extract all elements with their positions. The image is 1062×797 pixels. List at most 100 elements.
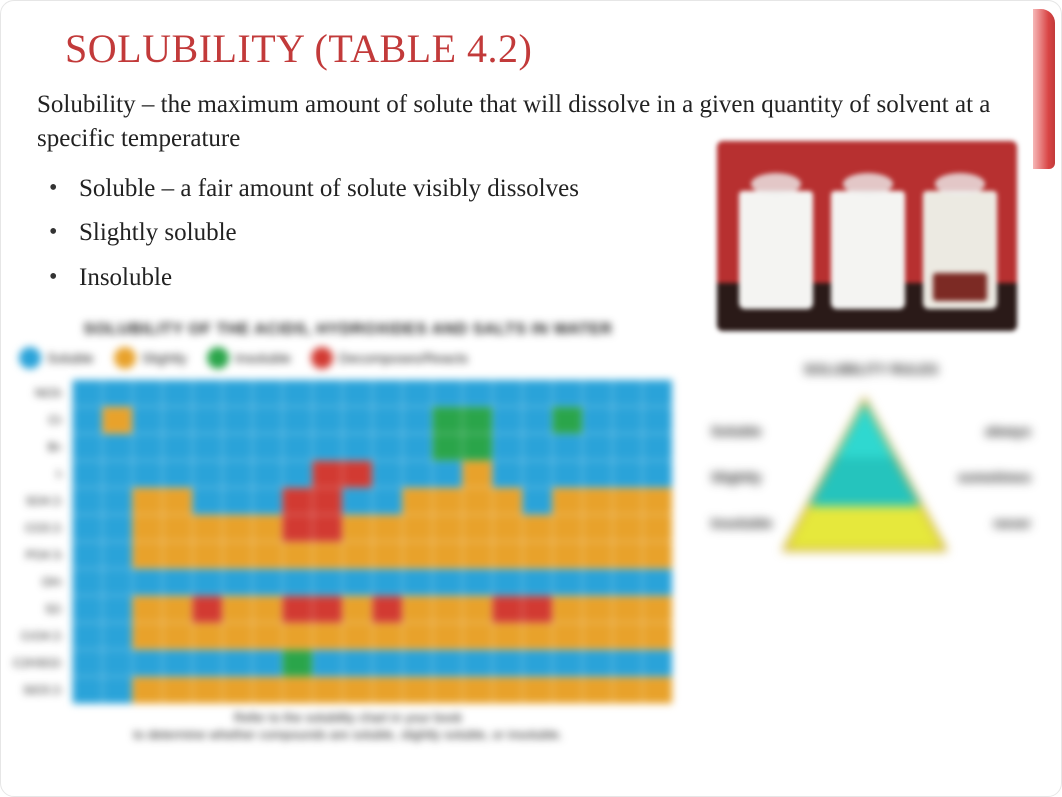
- chart-cell: [492, 434, 522, 461]
- chart-footer-line: Refer to the solubility chart in your bo…: [13, 710, 683, 727]
- chart-cell: [642, 596, 672, 623]
- chart-cell: [522, 407, 552, 434]
- page-title: SOLUBILITY (TABLE 4.2): [65, 25, 1025, 72]
- chart-cell: [72, 542, 102, 569]
- chart-cell: [492, 461, 522, 488]
- chart-cell: [342, 407, 372, 434]
- chart-cell: [312, 623, 342, 650]
- chart-cell: [612, 596, 642, 623]
- chart-cell: [132, 434, 162, 461]
- chart-cell: [312, 380, 342, 407]
- chart-cell: [192, 650, 222, 677]
- chart-cell: [612, 461, 642, 488]
- chart-cell: [402, 542, 432, 569]
- chart-cell: [162, 677, 192, 704]
- chart-cell: [432, 515, 462, 542]
- chart-cell: [492, 623, 522, 650]
- chart-cell: [522, 434, 552, 461]
- chart-cell: [312, 407, 342, 434]
- chart-cell: [462, 623, 492, 650]
- chart-cell: [222, 650, 252, 677]
- chart-cell: [192, 623, 222, 650]
- chart-cell: [282, 488, 312, 515]
- chart-cell: [342, 569, 372, 596]
- chart-cell: [552, 650, 582, 677]
- chart-cell: [342, 623, 372, 650]
- chart-grid: [72, 379, 673, 704]
- chart-cell: [282, 407, 312, 434]
- legend-dot: [311, 347, 333, 369]
- chart-cell: [372, 677, 402, 704]
- chart-cell: [282, 569, 312, 596]
- chart-cell: [462, 569, 492, 596]
- chart-cell: [642, 623, 672, 650]
- chart-cell: [552, 380, 582, 407]
- chart-cell: [402, 461, 432, 488]
- legend-item: Insoluble: [207, 347, 291, 369]
- chart-cell: [492, 407, 522, 434]
- chart-cell: [312, 596, 342, 623]
- chart-cell: [192, 407, 222, 434]
- chart-cell: [342, 677, 372, 704]
- chart-cell: [252, 407, 282, 434]
- chart-cell: [132, 515, 162, 542]
- chart-cell: [522, 380, 552, 407]
- chart-cell: [462, 380, 492, 407]
- chart-cell: [462, 461, 492, 488]
- chart-cell: [552, 488, 582, 515]
- pyramid-band-mid: [807, 458, 924, 507]
- chart-cell: [192, 461, 222, 488]
- row-label: PO4 3-: [13, 541, 68, 568]
- chart-cell: [492, 596, 522, 623]
- beaker-2: [831, 191, 905, 309]
- chart-cell: [462, 650, 492, 677]
- chart-cell: [552, 434, 582, 461]
- chart-cell: [252, 461, 282, 488]
- chart-cell: [282, 623, 312, 650]
- pyramid-right-labels: always sometimes never: [958, 423, 1031, 531]
- chart-cell: [312, 542, 342, 569]
- chart-cell: [72, 461, 102, 488]
- chart-cell: [72, 623, 102, 650]
- beaker-3: [923, 191, 997, 309]
- chart-cell: [522, 623, 552, 650]
- legend-label: Decomposes/Reacts: [339, 350, 468, 366]
- chart-cell: [612, 515, 642, 542]
- pyramid-label: never: [958, 515, 1031, 531]
- photo-background: [717, 141, 1017, 331]
- chart-cell: [342, 542, 372, 569]
- pyramid-svg: [782, 387, 947, 567]
- chart-cell: [162, 623, 192, 650]
- chart-cell: [642, 515, 672, 542]
- chart-cell: [522, 515, 552, 542]
- chart-cell: [402, 677, 432, 704]
- chart-cell: [492, 569, 522, 596]
- chart-cell: [252, 677, 282, 704]
- chart-cell: [72, 380, 102, 407]
- chart-cell: [402, 380, 432, 407]
- chart-cell: [252, 542, 282, 569]
- chart-cell: [432, 488, 462, 515]
- chart-cell: [432, 434, 462, 461]
- chart-cell: [372, 407, 402, 434]
- chart-cell: [522, 461, 552, 488]
- chart-cell: [522, 596, 552, 623]
- chart-cell: [222, 677, 252, 704]
- legend-item: Decomposes/Reacts: [311, 347, 468, 369]
- chart-cell: [582, 515, 612, 542]
- chart-cell: [612, 677, 642, 704]
- chart-cell: [342, 488, 372, 515]
- chart-cell: [282, 677, 312, 704]
- chart-cell: [252, 623, 282, 650]
- chart-cell: [642, 380, 672, 407]
- chart-cell: [192, 569, 222, 596]
- chart-cell: [132, 542, 162, 569]
- chart-cell: [492, 380, 522, 407]
- chart-cell: [72, 515, 102, 542]
- chart-cell: [402, 596, 432, 623]
- chart-cell: [642, 488, 672, 515]
- chart-cell: [612, 488, 642, 515]
- chart-cell: [462, 542, 492, 569]
- chart-cell: [402, 569, 432, 596]
- chart-cell: [582, 542, 612, 569]
